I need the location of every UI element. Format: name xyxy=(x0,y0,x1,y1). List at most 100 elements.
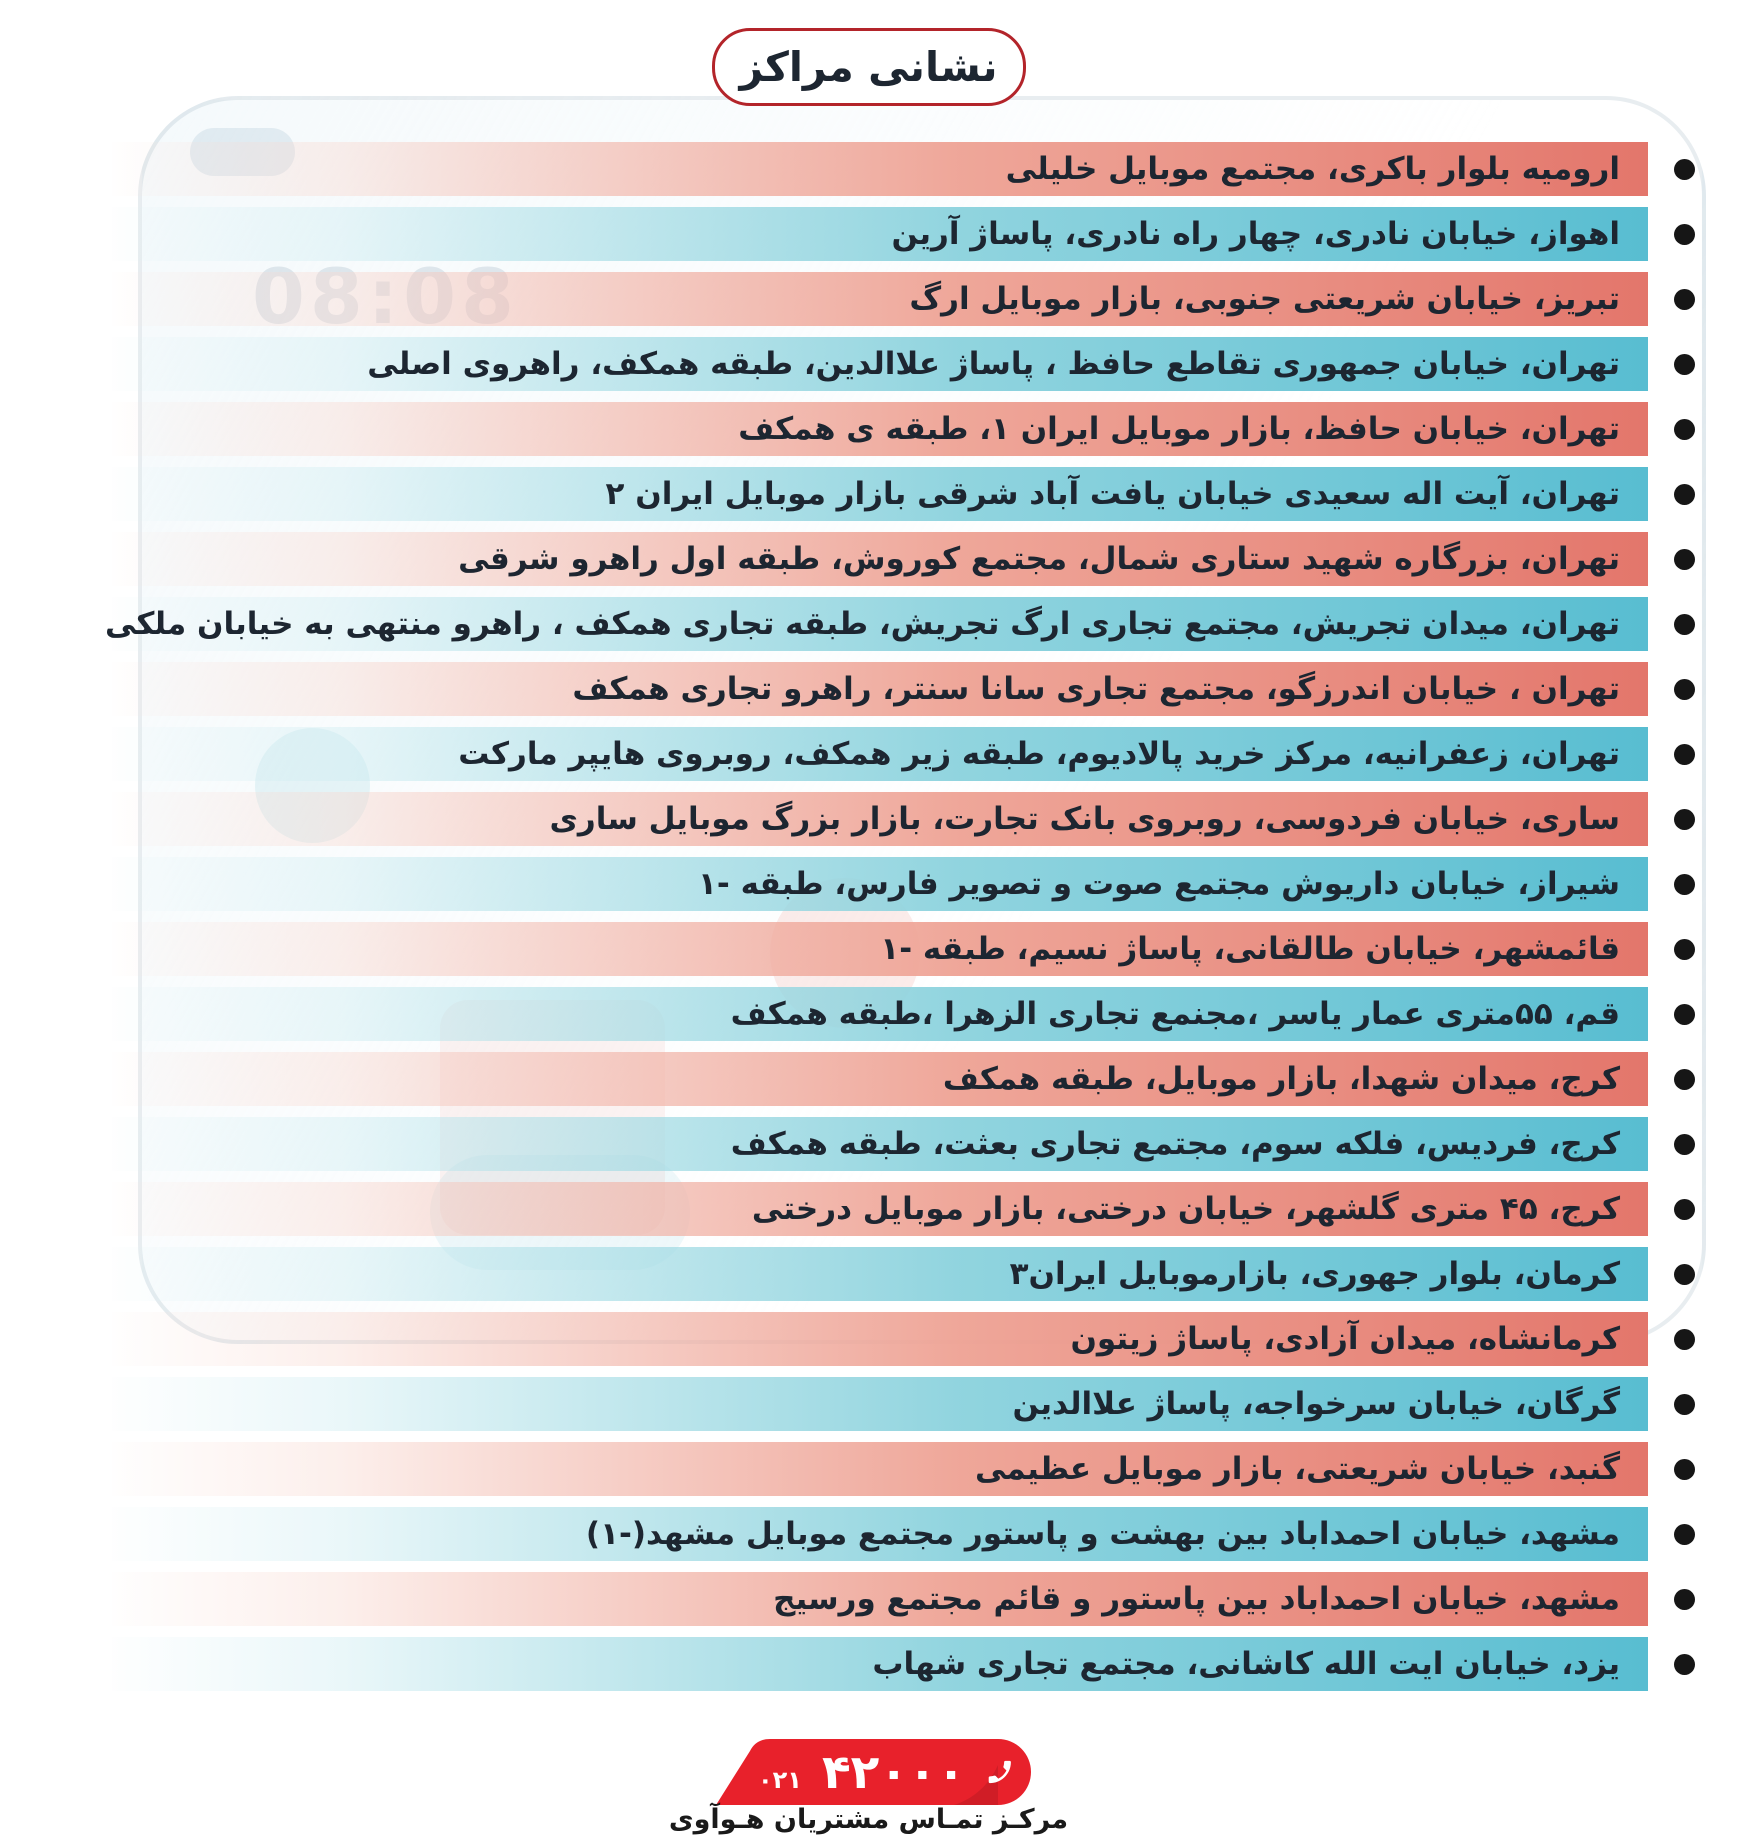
list-item: گرگان، خیابان سرخواجه، پاساژ علاالدین xyxy=(112,1377,1695,1431)
address-stripe: یزد، خیابان ایت الله کاشانی، مجتمع تجاری… xyxy=(112,1637,1648,1691)
bullet-icon xyxy=(1674,808,1695,830)
bullet-icon xyxy=(1674,1003,1695,1025)
list-item: مشهد، خیابان احمداباد بین بهشت و پاستور … xyxy=(112,1507,1695,1561)
bullet-icon xyxy=(1674,353,1695,375)
page-title-box: نشانی مراکز xyxy=(711,28,1026,106)
bullet-icon xyxy=(1674,1328,1695,1350)
address-text: قم، ۵۵متری عمار یاسر ،مجنمع تجاری الزهرا… xyxy=(730,996,1620,1032)
bullet-icon xyxy=(1674,548,1695,570)
address-text: کرج، میدان شهدا، بازار موبایل، طبقه همکف xyxy=(942,1061,1620,1097)
list-item: تهران، بزرگاره شهید ستاری شمال، مجتمع کو… xyxy=(112,532,1695,586)
list-item: تهران، زعفرانیه، مرکز خرید پالادیوم، طبق… xyxy=(112,727,1695,781)
list-item: یزد، خیابان ایت الله کاشانی، مجتمع تجاری… xyxy=(112,1637,1695,1691)
address-stripe: تهران، آیت اله سعیدی خیابان یافت آباد شر… xyxy=(112,467,1648,521)
address-stripe: ارومیه بلوار باکری، مجتمع موبایل خلیلی xyxy=(112,142,1648,196)
list-item: شیراز، خیابان داریوش مجتمع صوت و تصویر ف… xyxy=(112,857,1695,911)
bullet-icon xyxy=(1674,288,1695,310)
bullet-icon xyxy=(1674,678,1695,700)
bullet-icon xyxy=(1674,873,1695,895)
list-item: تهران، میدان تجریش، مجتمع تجاری ارگ تجری… xyxy=(105,597,1695,651)
address-text: گنبد، خیابان شریعتی، بازار موبایل عظیمی xyxy=(974,1451,1620,1487)
footer-caption: مرکـز تمـاس مشتریان هـوآوی xyxy=(668,1804,1069,1835)
bullet-icon xyxy=(1674,418,1695,440)
address-text: مشهد، خیابان احمداباد بین بهشت و پاستور … xyxy=(585,1516,1620,1552)
bullet-icon xyxy=(1674,1458,1695,1480)
address-stripe: کرج، ۴۵ متری گلشهر، خیابان درختی، بازار … xyxy=(112,1182,1648,1236)
list-item: تهران، آیت اله سعیدی خیابان یافت آباد شر… xyxy=(112,467,1695,521)
address-text: تبریز، خیابان شریعتی جنوبی، بازار موبایل… xyxy=(909,281,1620,317)
list-item: ارومیه بلوار باکری، مجتمع موبایل خلیلی xyxy=(112,142,1695,196)
bullet-icon xyxy=(1674,743,1695,765)
address-stripe: شیراز، خیابان داریوش مجتمع صوت و تصویر ف… xyxy=(112,857,1648,911)
address-text: کرج، ۴۵ متری گلشهر، خیابان درختی، بازار … xyxy=(751,1191,1620,1227)
phone-handset-icon xyxy=(989,1760,1012,1784)
address-text: مشهد، خیابان احمداباد بین پاستور و قائم … xyxy=(773,1581,1620,1617)
address-stripe: گنبد، خیابان شریعتی، بازار موبایل عظیمی xyxy=(112,1442,1648,1496)
address-stripe: تهران، بزرگاره شهید ستاری شمال، مجتمع کو… xyxy=(112,532,1648,586)
list-item: گنبد، خیابان شریعتی، بازار موبایل عظیمی xyxy=(112,1442,1695,1496)
area-code: ۰۲۱ xyxy=(758,1766,802,1794)
address-text: تهران، میدان تجریش، مجتمع تجاری ارگ تجری… xyxy=(105,606,1620,642)
list-item: کرمان، بلوار جهوری، بازارموبایل ایران۳ xyxy=(112,1247,1695,1301)
address-stripe: تهران ، خیابان اندرزگو، مجتمع تجاری سانا… xyxy=(112,662,1648,716)
list-item: قم، ۵۵متری عمار یاسر ،مجنمع تجاری الزهرا… xyxy=(112,987,1695,1041)
phone-number: ۴۲۰۰۰ xyxy=(821,1744,966,1800)
address-text: قائمشهر، خیابان طالقانی، پاساژ نسیم، طبق… xyxy=(880,931,1620,967)
address-text: کرمانشاه، میدان آزادی، پاساژ زیتون xyxy=(1070,1321,1620,1357)
address-stripe: مشهد، خیابان احمداباد بین بهشت و پاستور … xyxy=(112,1507,1648,1561)
address-stripe: قم، ۵۵متری عمار یاسر ،مجنمع تجاری الزهرا… xyxy=(112,987,1648,1041)
address-text: یزد، خیابان ایت الله کاشانی، مجتمع تجاری… xyxy=(872,1646,1620,1682)
badge-content: ۰۲۱ ۴۲۰۰۰ xyxy=(706,1739,1031,1805)
bullet-icon xyxy=(1674,1588,1695,1610)
address-text: شیراز، خیابان داریوش مجتمع صوت و تصویر ف… xyxy=(697,866,1620,902)
bullet-icon xyxy=(1674,1653,1695,1675)
list-item: مشهد، خیابان احمداباد بین پاستور و قائم … xyxy=(112,1572,1695,1626)
bullet-icon xyxy=(1674,1393,1695,1415)
address-stripe: کرج، فردیس، فلکه سوم، مجتمع تجاری بعثت، … xyxy=(112,1117,1648,1171)
address-stripe: کرج، میدان شهدا، بازار موبایل، طبقه همکف xyxy=(112,1052,1648,1106)
list-item: کرج، ۴۵ متری گلشهر، خیابان درختی، بازار … xyxy=(112,1182,1695,1236)
address-stripe: تهران، خیابان حافظ، بازار موبایل ایران ۱… xyxy=(112,402,1648,456)
bullet-icon xyxy=(1674,223,1695,245)
address-text: گرگان، خیابان سرخواجه، پاساژ علاالدین xyxy=(1012,1386,1620,1422)
address-text: تهران، خیابان حافظ، بازار موبایل ایران ۱… xyxy=(738,411,1620,447)
address-text: تهران، زعفرانیه، مرکز خرید پالادیوم، طبق… xyxy=(458,736,1620,772)
bullet-icon xyxy=(1674,938,1695,960)
list-item: تهران ، خیابان اندرزگو، مجتمع تجاری سانا… xyxy=(112,662,1695,716)
list-item: تهران، خیابان حافظ، بازار موبایل ایران ۱… xyxy=(112,402,1695,456)
address-text: تهران، بزرگاره شهید ستاری شمال، مجتمع کو… xyxy=(458,541,1620,577)
bullet-icon xyxy=(1674,483,1695,505)
badge-shape xyxy=(716,1739,1031,1805)
address-text: ارومیه بلوار باکری، مجتمع موبایل خلیلی xyxy=(1005,151,1620,187)
list-item: تبریز، خیابان شریعتی جنوبی، بازار موبایل… xyxy=(112,272,1695,326)
address-stripe: کرمان، بلوار جهوری، بازارموبایل ایران۳ xyxy=(112,1247,1648,1301)
address-stripe: کرمانشاه، میدان آزادی، پاساژ زیتون xyxy=(112,1312,1648,1366)
address-text: کرمان، بلوار جهوری، بازارموبایل ایران۳ xyxy=(1009,1256,1620,1292)
bullet-icon xyxy=(1674,1068,1695,1090)
bullet-icon xyxy=(1674,1198,1695,1220)
address-list: ارومیه بلوار باکری، مجتمع موبایل خلیلی ا… xyxy=(105,142,1695,1702)
address-stripe: تهران، میدان تجریش، مجتمع تجاری ارگ تجری… xyxy=(105,597,1648,651)
address-stripe: مشهد، خیابان احمداباد بین پاستور و قائم … xyxy=(112,1572,1648,1626)
address-text: تهران، آیت اله سعیدی خیابان یافت آباد شر… xyxy=(605,476,1620,512)
list-item: کرج، فردیس، فلکه سوم، مجتمع تجاری بعثت، … xyxy=(112,1117,1695,1171)
page-title: نشانی مراکز xyxy=(739,43,998,91)
phone-badge: ۰۲۱ ۴۲۰۰۰ xyxy=(706,1739,1031,1805)
address-text: تهران ، خیابان اندرزگو، مجتمع تجاری سانا… xyxy=(572,671,1620,707)
bullet-icon xyxy=(1674,1133,1695,1155)
bullet-icon xyxy=(1674,1263,1695,1285)
address-text: اهواز، خیابان نادری، چهار راه نادری، پاس… xyxy=(891,216,1621,252)
address-stripe: اهواز، خیابان نادری، چهار راه نادری، پاس… xyxy=(112,207,1648,261)
address-stripe: گرگان، خیابان سرخواجه، پاساژ علاالدین xyxy=(112,1377,1648,1431)
list-item: اهواز، خیابان نادری، چهار راه نادری، پاس… xyxy=(112,207,1695,261)
address-stripe: تهران، خیابان جمهوری تقاطع حافظ ، پاساژ … xyxy=(112,337,1648,391)
address-stripe: ساری، خیابان فردوسی، روبروی بانک تجارت، … xyxy=(112,792,1648,846)
address-text: تهران، خیابان جمهوری تقاطع حافظ ، پاساژ … xyxy=(367,346,1620,382)
address-stripe: تهران، زعفرانیه، مرکز خرید پالادیوم، طبق… xyxy=(112,727,1648,781)
bullet-icon xyxy=(1674,1523,1695,1545)
list-item: کرج، میدان شهدا، بازار موبایل، طبقه همکف xyxy=(112,1052,1695,1106)
list-item: قائمشهر، خیابان طالقانی، پاساژ نسیم، طبق… xyxy=(112,922,1695,976)
list-item: کرمانشاه، میدان آزادی، پاساژ زیتون xyxy=(112,1312,1695,1366)
address-text: کرج، فردیس، فلکه سوم، مجتمع تجاری بعثت، … xyxy=(730,1126,1620,1162)
